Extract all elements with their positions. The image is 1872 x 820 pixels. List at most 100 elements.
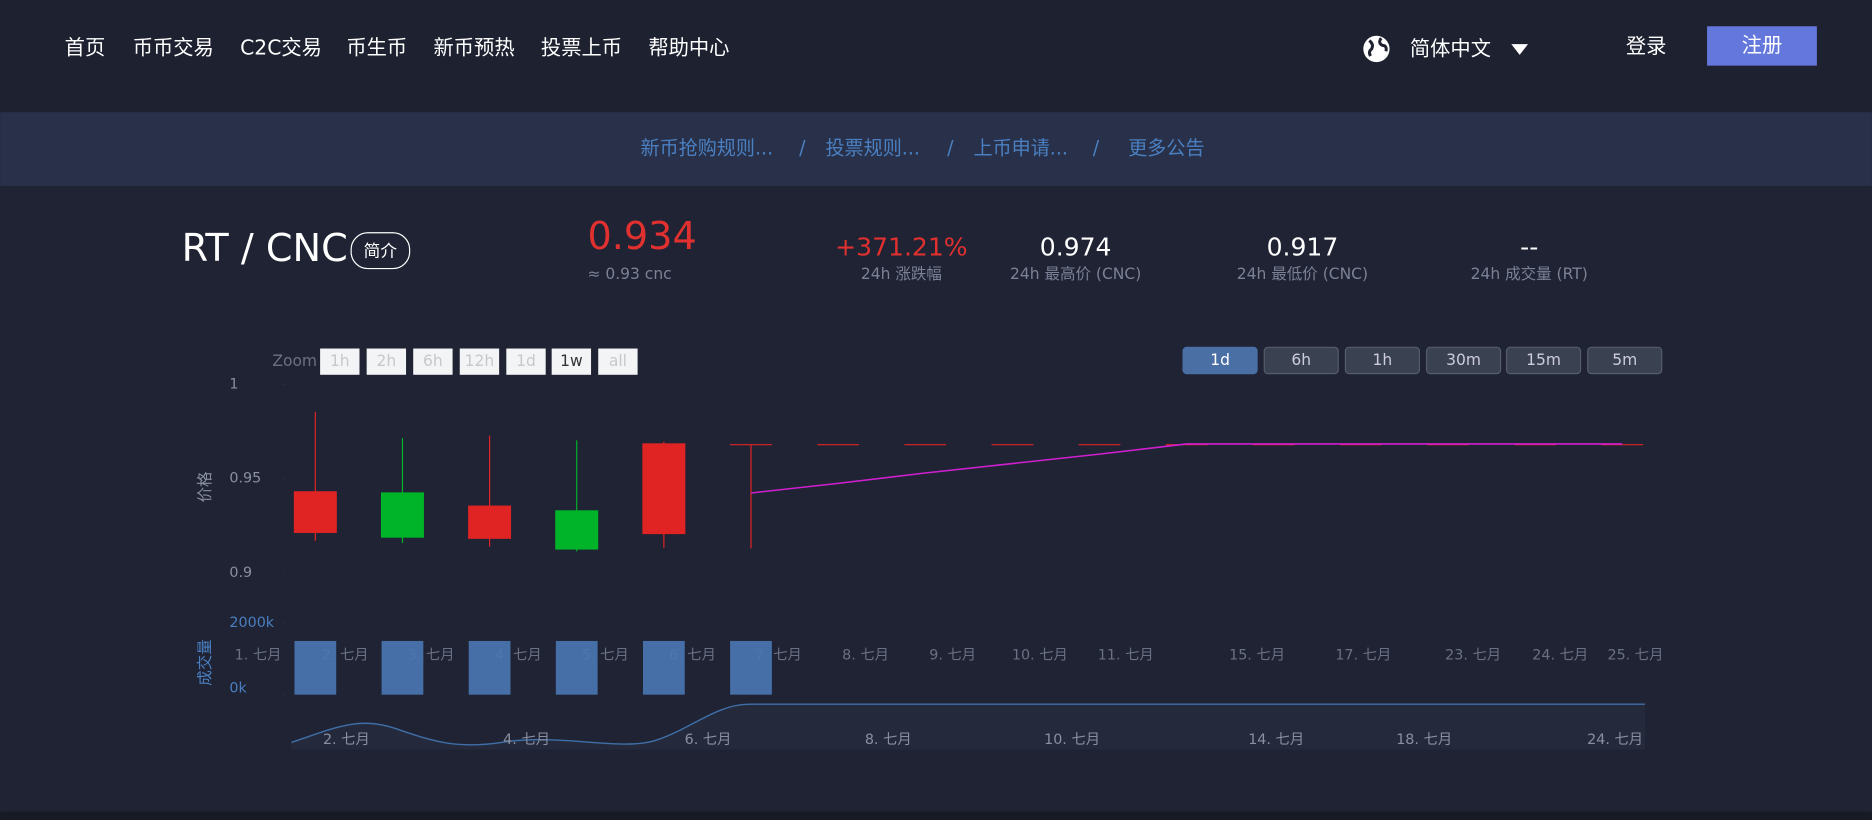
x-tick-label: 25. 七月 bbox=[1607, 646, 1663, 663]
volume-bar bbox=[381, 640, 424, 695]
register-button[interactable] bbox=[1707, 26, 1817, 66]
volume-tick-label: 0k bbox=[229, 681, 247, 697]
x-tick-label: 15. 七月 bbox=[1229, 646, 1285, 663]
zoom-button[interactable] bbox=[506, 348, 546, 375]
x-tick-label: 9. 七月 bbox=[929, 646, 976, 663]
zoom-button-label[interactable]: all bbox=[609, 352, 627, 370]
period-button[interactable] bbox=[1263, 346, 1339, 375]
header bbox=[0, 0, 1872, 113]
intro-button[interactable] bbox=[350, 232, 411, 270]
login[interactable]: 登录 bbox=[1626, 34, 1667, 58]
zoom-button[interactable] bbox=[366, 348, 407, 375]
navigator-label: 10. 七月 bbox=[1044, 731, 1100, 748]
volume-tick-label: 2000k bbox=[229, 615, 274, 631]
x-tick-label: 11. 七月 bbox=[1098, 646, 1154, 663]
x-tick-label: 1. 七月 bbox=[235, 646, 282, 663]
x-tick-label: 17. 七月 bbox=[1335, 646, 1391, 663]
nav-item[interactable]: 首页 bbox=[65, 35, 106, 59]
period-button[interactable] bbox=[1425, 346, 1502, 375]
period-button[interactable] bbox=[1587, 346, 1663, 375]
stat-value: -- bbox=[1520, 232, 1538, 261]
register[interactable]: 注册 bbox=[1742, 33, 1783, 57]
announcement[interactable]: 新币抢购规则... bbox=[640, 137, 773, 160]
volume-bar bbox=[730, 640, 772, 695]
stat-label: 24h 最低价 (CNC) bbox=[1237, 265, 1368, 283]
period-button-label[interactable]: 30m bbox=[1446, 351, 1481, 369]
stat-value: +371.21% bbox=[835, 232, 967, 261]
y-tick-label: 0.95 bbox=[229, 471, 261, 487]
navigator-line bbox=[291, 703, 1645, 746]
zoom-button-label[interactable]: 12h bbox=[465, 352, 495, 370]
period-button-label[interactable]: 15m bbox=[1526, 351, 1561, 369]
language[interactable]: 简体中文 bbox=[1410, 37, 1491, 61]
zoom-button[interactable] bbox=[413, 348, 453, 375]
stat-label: 24h 涨跌幅 bbox=[861, 265, 942, 283]
separator: / bbox=[799, 137, 806, 160]
navigator-area bbox=[291, 704, 1645, 750]
period-button[interactable] bbox=[1344, 346, 1421, 375]
period-button-label[interactable]: 6h bbox=[1291, 351, 1311, 369]
y-axis-label: 价格 bbox=[196, 471, 214, 503]
navigator-label: 4. 七月 bbox=[503, 731, 550, 748]
navigator-label: 6. 七月 bbox=[685, 731, 732, 748]
period-button[interactable] bbox=[1182, 346, 1258, 375]
nav-item[interactable]: 币生币 bbox=[346, 35, 407, 59]
zoom-button-label[interactable]: 6h bbox=[423, 352, 443, 370]
volume-bar bbox=[555, 640, 598, 695]
x-tick-label: 8. 七月 bbox=[842, 646, 889, 663]
announcement[interactable]: 更多公告 bbox=[1128, 137, 1204, 160]
nav-item[interactable]: 帮助中心 bbox=[648, 35, 729, 59]
price-approx: ≈ 0.93 cnc bbox=[587, 265, 671, 283]
navigator-label: 24. 七月 bbox=[1587, 731, 1643, 748]
period-button-label[interactable]: 5m bbox=[1612, 351, 1637, 369]
nav-item[interactable]: C2C交易 bbox=[240, 35, 322, 59]
candle-body bbox=[642, 443, 686, 535]
zoom-button-label[interactable]: 1w bbox=[560, 352, 583, 370]
period-button[interactable] bbox=[1505, 346, 1582, 375]
nav-item[interactable]: 新币预热 bbox=[433, 35, 514, 59]
candle-body bbox=[555, 510, 599, 550]
y-tick-label: 0.9 bbox=[229, 565, 252, 581]
volume-bar bbox=[468, 640, 511, 695]
navigator-label: 14. 七月 bbox=[1248, 731, 1304, 748]
nav-item[interactable]: 投票上币 bbox=[541, 35, 622, 59]
announcement-bar bbox=[0, 112, 1872, 187]
price: 0.934 bbox=[587, 215, 696, 259]
separator: / bbox=[1093, 137, 1100, 160]
x-tick-label: 10. 七月 bbox=[1012, 646, 1068, 663]
globe-detail bbox=[1368, 37, 1388, 57]
stat-value: 0.917 bbox=[1267, 232, 1339, 261]
volume-axis-label: 成交量 bbox=[196, 639, 214, 686]
dropdown-arrow[interactable] bbox=[1511, 44, 1529, 55]
zoom-button-label[interactable]: 1d bbox=[516, 352, 536, 370]
navigator-label: 8. 七月 bbox=[865, 731, 912, 748]
zoom-label: Zoom bbox=[272, 352, 317, 370]
intro[interactable]: 简介 bbox=[364, 240, 398, 260]
price-line bbox=[750, 443, 1623, 494]
navigator-label: 18. 七月 bbox=[1396, 731, 1452, 748]
period-button-label[interactable]: 1h bbox=[1373, 351, 1393, 369]
navigator-label: 2. 七月 bbox=[323, 731, 370, 748]
stat-label: 24h 最高价 (CNC) bbox=[1010, 265, 1141, 283]
period-button-label[interactable]: 1d bbox=[1210, 351, 1230, 369]
stat-label: 24h 成交量 (RT) bbox=[1471, 265, 1588, 283]
announcement[interactable]: 投票规则... bbox=[825, 137, 920, 160]
pair: RT / CNC bbox=[182, 227, 348, 271]
announcement[interactable]: 上币申请... bbox=[973, 137, 1068, 160]
zoom-button[interactable] bbox=[551, 348, 592, 375]
candle-body bbox=[380, 492, 424, 538]
candle-body bbox=[468, 505, 512, 539]
volume-bar bbox=[294, 640, 337, 695]
zoom-button[interactable] bbox=[598, 348, 638, 375]
volume-bar bbox=[642, 640, 685, 695]
nav-item[interactable]: 币币交易 bbox=[133, 35, 214, 59]
separator: / bbox=[947, 137, 954, 160]
zoom-button-label[interactable]: 1h bbox=[330, 352, 350, 370]
zoom-button[interactable] bbox=[320, 348, 360, 375]
x-tick-label: 24. 七月 bbox=[1532, 646, 1588, 663]
zoom-button[interactable] bbox=[459, 348, 500, 375]
zoom-button-label[interactable]: 2h bbox=[377, 352, 397, 370]
footer-strip bbox=[0, 811, 1872, 820]
